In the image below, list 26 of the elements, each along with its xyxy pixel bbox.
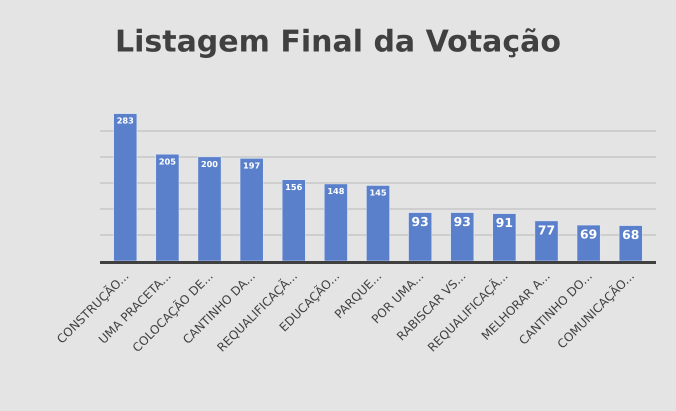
data-label: 77 [538, 223, 556, 238]
bar [492, 213, 516, 261]
data-label: 156 [285, 182, 303, 192]
data-label: 197 [243, 160, 260, 170]
data-label: 68 [622, 228, 640, 242]
bar [113, 113, 138, 261]
bar [534, 220, 558, 261]
bar [408, 212, 432, 261]
bar [282, 180, 306, 261]
data-label: 148 [327, 186, 345, 196]
bar [156, 154, 180, 261]
data-label: 200 [200, 158, 218, 169]
data-label: 205 [158, 156, 176, 166]
data-label: 91 [496, 216, 513, 230]
chart-title: Listagem Final da Votação [114, 24, 562, 60]
bar [324, 184, 348, 261]
data-label: 283 [116, 116, 134, 126]
data-label: 93 [412, 215, 429, 230]
data-label: 93 [454, 215, 471, 230]
data-label: 69 [580, 228, 598, 242]
bar [450, 212, 474, 261]
bar [240, 158, 264, 261]
bar [576, 224, 600, 261]
bar [198, 156, 222, 261]
data-label: 145 [369, 188, 387, 198]
bar [366, 185, 390, 261]
